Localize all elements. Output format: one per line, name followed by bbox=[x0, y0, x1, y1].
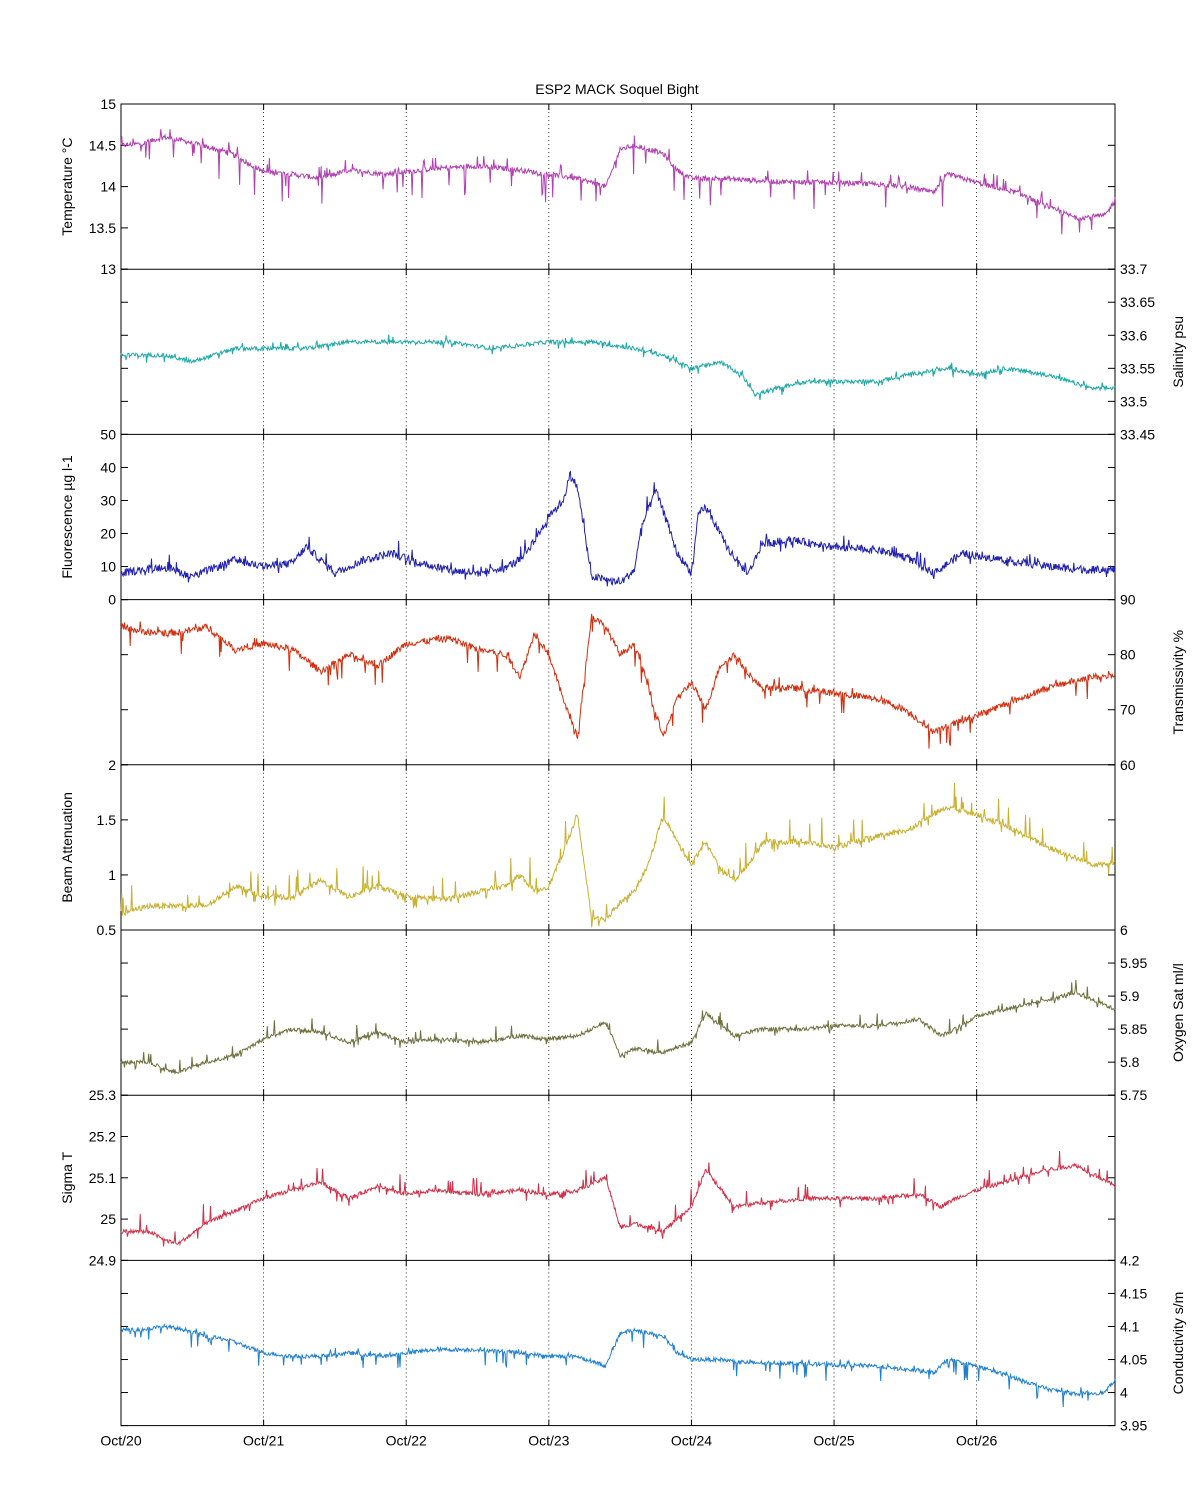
y-tick-label: 5.85 bbox=[1120, 1021, 1147, 1037]
y-tick-label: 4.1 bbox=[1120, 1318, 1140, 1334]
axis-label-fluorescence: Fluorescence µg l-1 bbox=[59, 455, 75, 578]
axis-label-salinity: Salinity psu bbox=[1170, 316, 1186, 388]
series-line-conductivity bbox=[120, 1323, 1116, 1408]
y-tick-label: 3.95 bbox=[1120, 1418, 1147, 1434]
y-tick-label: 40 bbox=[100, 459, 116, 475]
x-tick-label: Oct/24 bbox=[671, 1433, 712, 1449]
series-line-sigma_t bbox=[120, 1150, 1116, 1247]
series-line-fluorescence bbox=[120, 470, 1116, 587]
y-tick-label: 33.6 bbox=[1120, 327, 1147, 343]
y-tick-label: 20 bbox=[100, 526, 116, 542]
y-tick-label: 0.5 bbox=[97, 922, 117, 938]
y-tick-label: 1.5 bbox=[97, 812, 117, 828]
y-tick-label: 70 bbox=[1120, 702, 1136, 718]
axis-label-transmissivity: Transmissivity % bbox=[1170, 630, 1186, 735]
y-tick-label: 14 bbox=[100, 179, 116, 195]
y-tick-label: 90 bbox=[1120, 592, 1136, 608]
axis-label-temperature: Temperature °C bbox=[59, 137, 75, 235]
y-tick-label: 10 bbox=[100, 559, 116, 575]
x-tick-label: Oct/23 bbox=[528, 1433, 569, 1449]
y-tick-label: 25 bbox=[100, 1211, 116, 1227]
y-tick-label: 4 bbox=[1120, 1385, 1128, 1401]
axis-label-oxygen: Oxygen Sat ml/l bbox=[1170, 963, 1186, 1062]
panel-salinity: 33.45 33.5 33.55 33.6 33.65 33.7 Salinity psu bbox=[120, 261, 1186, 442]
y-tick-label: 4.15 bbox=[1120, 1285, 1147, 1301]
y-tick-label: 60 bbox=[1120, 757, 1136, 773]
y-tick-label: 1 bbox=[108, 867, 116, 883]
panel-oxygen: 5.75 5.8 5.85 5.9 5.95 6 Oxygen Sat ml/l bbox=[120, 922, 1186, 1103]
series-line-oxygen bbox=[120, 979, 1116, 1075]
panel-conductivity: 3.95 4 4.05 4.1 4.15 4.2 Conductivity s/m bbox=[120, 1252, 1186, 1434]
y-tick-label: 4.2 bbox=[1120, 1252, 1140, 1268]
y-tick-label: 13 bbox=[100, 261, 116, 277]
y-tick-label: 14.5 bbox=[89, 137, 116, 153]
y-tick-label: 33.55 bbox=[1120, 360, 1155, 376]
y-tick-label: 5.9 bbox=[1120, 988, 1140, 1004]
y-tick-label: 24.9 bbox=[89, 1252, 116, 1268]
y-tick-label: 25.3 bbox=[89, 1087, 116, 1103]
y-tick-label: 25.2 bbox=[89, 1129, 116, 1145]
x-tick-label: Oct/25 bbox=[813, 1433, 854, 1449]
y-tick-label: 33.7 bbox=[1120, 261, 1147, 277]
y-tick-label: 5.95 bbox=[1120, 955, 1147, 971]
y-tick-label: 5.8 bbox=[1120, 1054, 1140, 1070]
y-tick-label: 50 bbox=[100, 426, 116, 442]
y-tick-label: 6 bbox=[1120, 922, 1128, 938]
panel-fluorescence: 0 10 20 30 40 50 Fluorescence µg l-1 bbox=[59, 426, 1116, 608]
y-tick-label: 33.45 bbox=[1120, 426, 1155, 442]
panel-sigma_t: 24.9 25 25.1 25.2 25.3 Sigma T bbox=[59, 1087, 1116, 1268]
y-tick-label: 4.05 bbox=[1120, 1352, 1147, 1368]
y-tick-label: 33.5 bbox=[1120, 393, 1147, 409]
y-tick-label: 25.1 bbox=[89, 1170, 116, 1186]
y-tick-label: 13.5 bbox=[89, 220, 116, 236]
x-tick-label: Oct/26 bbox=[956, 1433, 997, 1449]
y-tick-label: 15 bbox=[100, 96, 116, 112]
y-tick-label: 30 bbox=[100, 492, 116, 508]
series-line-transmissivity bbox=[120, 613, 1116, 749]
y-tick-label: 5.75 bbox=[1120, 1087, 1147, 1103]
series-line-temperature bbox=[120, 129, 1116, 235]
axis-label-sigma_t: Sigma T bbox=[59, 1151, 75, 1203]
y-tick-label: 2 bbox=[108, 757, 116, 773]
axis-label-conductivity: Conductivity s/m bbox=[1170, 1292, 1186, 1395]
y-tick-label: 0 bbox=[108, 592, 116, 608]
axis-label-beam_attenuation: Beam Attenuation bbox=[59, 792, 75, 903]
series-line-salinity bbox=[120, 334, 1116, 401]
chart-title: ESP2 MACK Soquel Bight bbox=[535, 81, 699, 97]
x-tick-label: Oct/21 bbox=[243, 1433, 284, 1449]
series-line-beam_attenuation bbox=[120, 782, 1116, 928]
x-tick-label: Oct/22 bbox=[386, 1433, 427, 1449]
x-tick-label: Oct/20 bbox=[100, 1433, 141, 1449]
y-tick-label: 80 bbox=[1120, 647, 1136, 663]
panel-temperature: 13 13.5 14 14.5 15 Temperature °C bbox=[59, 96, 1116, 277]
panel-transmissivity: 60 70 80 90 Transmissivity % bbox=[120, 592, 1186, 773]
y-tick-label: 33.65 bbox=[1120, 294, 1155, 310]
panel-beam_attenuation: 0.5 1 1.5 2 Beam Attenuation bbox=[59, 757, 1116, 938]
